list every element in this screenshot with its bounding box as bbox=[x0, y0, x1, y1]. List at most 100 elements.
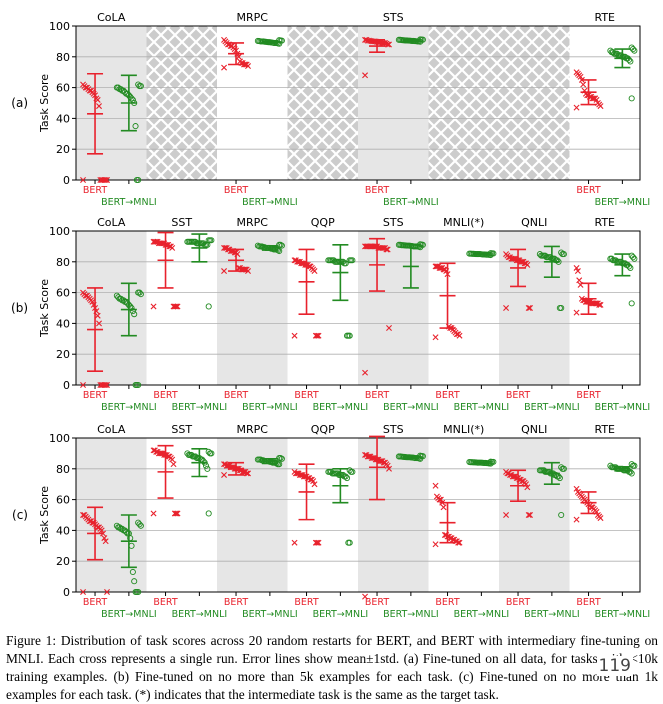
plot-frame bbox=[75, 25, 641, 181]
task-label: CoLA bbox=[97, 423, 126, 436]
bert-run-marker bbox=[576, 277, 583, 284]
bert-run-marker bbox=[94, 312, 101, 319]
bert-run-marker bbox=[151, 238, 158, 245]
bert-run-marker bbox=[314, 332, 321, 339]
bert-mnli-run-marker bbox=[558, 464, 565, 471]
bert-run-marker bbox=[362, 72, 369, 79]
x-tick-label-bert: BERT bbox=[294, 390, 318, 401]
hatched-column bbox=[499, 26, 570, 180]
bert-mnli-run-marker bbox=[466, 458, 473, 466]
bert-mnli-run-marker bbox=[132, 123, 139, 130]
bert-run-marker bbox=[435, 263, 442, 270]
bert-run-marker bbox=[432, 482, 439, 489]
bert-run-marker bbox=[93, 308, 100, 315]
bert-mnli-run-marker bbox=[133, 176, 140, 184]
bert-run-marker bbox=[527, 512, 534, 518]
bert-run-marker bbox=[520, 258, 527, 265]
bert-run-marker bbox=[516, 257, 523, 264]
bert-run-marker bbox=[150, 510, 157, 517]
task-label: QQP bbox=[311, 216, 335, 229]
bert-run-marker bbox=[235, 264, 242, 271]
bert-mnli-run-marker bbox=[278, 242, 285, 249]
bert-mnli-run-marker bbox=[131, 99, 138, 107]
task-label: MNLI(*) bbox=[443, 216, 484, 229]
y-tick-label: 100 bbox=[49, 432, 70, 445]
x-tick-label-bert: BERT bbox=[224, 390, 248, 401]
bert-run-marker bbox=[433, 493, 440, 500]
bert-run-marker bbox=[315, 332, 322, 339]
bert-run-marker bbox=[221, 461, 228, 468]
bert-run-marker bbox=[104, 589, 111, 595]
y-tick-label: 0 bbox=[63, 586, 70, 599]
bert-run-marker bbox=[243, 61, 250, 68]
bert-run-marker bbox=[362, 369, 369, 376]
y-tick-label: 20 bbox=[56, 555, 70, 568]
task-label: SST bbox=[171, 216, 192, 229]
bert-mnli-run-marker bbox=[115, 294, 122, 301]
bert-run-marker bbox=[432, 263, 439, 270]
bert-run-marker bbox=[299, 471, 306, 478]
bert-run-marker bbox=[432, 334, 439, 341]
bert-run-marker bbox=[97, 177, 104, 183]
bert-mnli-run-marker bbox=[262, 244, 269, 251]
bert-mnli-run-marker bbox=[204, 465, 211, 472]
bert-run-marker bbox=[527, 305, 534, 311]
task-label: QNLI bbox=[521, 216, 547, 229]
plot-frame bbox=[75, 230, 641, 386]
bert-mnli-run-marker bbox=[325, 468, 332, 475]
bert-run-marker bbox=[379, 458, 386, 465]
bert-run-marker bbox=[367, 453, 374, 460]
bert-run-marker bbox=[386, 325, 393, 332]
bert-mnli-run-marker bbox=[129, 308, 136, 315]
bert-mnli-run-marker bbox=[395, 241, 402, 248]
bert-mnli-run-marker bbox=[559, 465, 566, 472]
bert-run-marker bbox=[443, 532, 450, 539]
x-tick-label-bert-mnli: BERT→MNLI bbox=[595, 609, 651, 620]
bert-run-marker bbox=[81, 512, 88, 518]
bert-mnli-run-marker bbox=[128, 542, 135, 549]
bert-run-marker bbox=[80, 289, 87, 296]
bert-mnli-run-marker bbox=[417, 241, 424, 248]
bert-run-marker bbox=[573, 69, 580, 76]
x-tick-label-bert-mnli: BERT→MNLI bbox=[595, 402, 651, 413]
bert-run-marker bbox=[171, 510, 178, 517]
bert-run-marker bbox=[158, 450, 165, 457]
bert-run-marker bbox=[577, 281, 584, 288]
hatched-column bbox=[428, 26, 499, 180]
bert-mnli-run-marker bbox=[205, 303, 212, 310]
bert-mnli-run-marker bbox=[254, 37, 261, 44]
bert-mnli-run-marker bbox=[536, 467, 543, 474]
bert-mnli-run-marker bbox=[487, 458, 494, 465]
bert-run-marker bbox=[592, 95, 599, 102]
bert-run-marker bbox=[80, 382, 87, 388]
bert-mnli-run-marker bbox=[608, 49, 615, 56]
bert-run-marker bbox=[314, 539, 321, 546]
bert-run-marker bbox=[150, 303, 157, 310]
bert-run-marker bbox=[433, 263, 440, 270]
task-label: RTE bbox=[594, 11, 615, 24]
bert-run-marker bbox=[234, 465, 241, 472]
bert-run-marker bbox=[511, 255, 518, 262]
bert-run-marker bbox=[594, 512, 601, 518]
bert-run-marker bbox=[364, 243, 371, 250]
bert-mnli-run-marker bbox=[205, 448, 212, 455]
shaded-column bbox=[76, 231, 147, 385]
bert-mnli-run-marker bbox=[131, 578, 138, 585]
bert-run-marker bbox=[221, 471, 228, 478]
bert-run-marker bbox=[295, 470, 302, 477]
bert-run-marker bbox=[80, 177, 87, 183]
bert-run-marker bbox=[101, 535, 108, 542]
bert-run-marker bbox=[378, 244, 385, 251]
bert-run-marker bbox=[158, 240, 165, 247]
bert-mnli-run-marker bbox=[607, 255, 614, 262]
bert-mnli-run-marker bbox=[202, 462, 210, 469]
bert-run-marker bbox=[432, 541, 439, 548]
bert-mnli-run-marker bbox=[205, 237, 212, 244]
bert-run-marker bbox=[303, 473, 310, 480]
bert-run-marker bbox=[573, 104, 580, 111]
x-tick-label-bert: BERT bbox=[576, 597, 600, 608]
x-tick-label-bert-mnli: BERT→MNLI bbox=[595, 197, 651, 208]
bert-run-marker bbox=[237, 58, 244, 65]
bert-run-marker bbox=[312, 539, 319, 546]
x-tick-label-bert: BERT bbox=[83, 185, 107, 196]
